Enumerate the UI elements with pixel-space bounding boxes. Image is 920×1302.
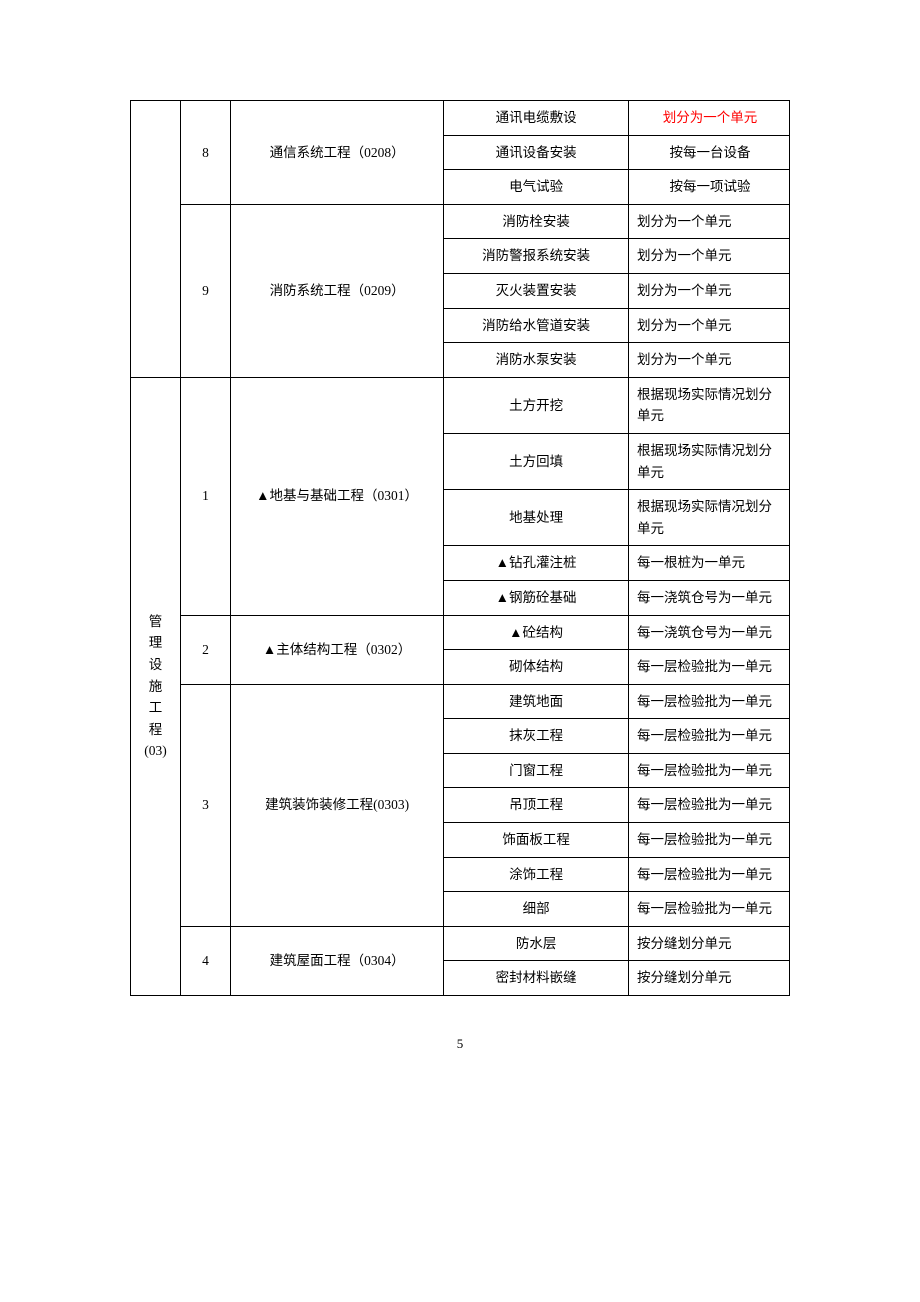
document-page: 8通信系统工程（0208）通讯电缆敷设划分为一个单元通讯设备安装按每一台设备电气… <box>0 0 920 1302</box>
note-cell: 划分为一个单元 <box>629 239 790 274</box>
section-name-cell: 建筑屋面工程（0304） <box>231 926 444 995</box>
note-cell: 每一层检验批为一单元 <box>629 857 790 892</box>
note-cell: 每一浇筑仓号为一单元 <box>629 615 790 650</box>
note-cell: 根据现场实际情况划分单元 <box>629 490 790 546</box>
note-cell: 根据现场实际情况划分单元 <box>629 433 790 489</box>
item-cell: ▲钻孔灌注桩 <box>444 546 629 581</box>
section-number-cell: 3 <box>181 684 231 926</box>
note-cell: 每一层检验批为一单元 <box>629 788 790 823</box>
note-cell: 按每一项试验 <box>629 170 790 205</box>
item-cell: 消防栓安装 <box>444 204 629 239</box>
note-cell: 每一层检验批为一单元 <box>629 719 790 754</box>
note-cell: 每一层检验批为一单元 <box>629 753 790 788</box>
item-cell: 地基处理 <box>444 490 629 546</box>
section-number-cell: 8 <box>181 101 231 205</box>
item-cell: 密封材料嵌缝 <box>444 961 629 996</box>
category-cell <box>131 101 181 378</box>
section-number-cell: 9 <box>181 204 231 377</box>
item-cell: ▲钢筋砼基础 <box>444 580 629 615</box>
item-cell: 涂饰工程 <box>444 857 629 892</box>
item-cell: 吊顶工程 <box>444 788 629 823</box>
item-cell: 土方回填 <box>444 433 629 489</box>
category-cell: 管理设施工程(03) <box>131 377 181 995</box>
note-cell: 按每一台设备 <box>629 135 790 170</box>
note-cell: 划分为一个单元 <box>629 101 790 136</box>
table-row: 管理设施工程(03)1▲地基与基础工程（0301）土方开挖根据现场实际情况划分单… <box>131 377 790 433</box>
item-cell: 灭火装置安装 <box>444 273 629 308</box>
section-name-cell: ▲主体结构工程（0302） <box>231 615 444 684</box>
note-cell: 按分缝划分单元 <box>629 926 790 961</box>
section-number-cell: 1 <box>181 377 231 615</box>
item-cell: 细部 <box>444 892 629 927</box>
table-body: 8通信系统工程（0208）通讯电缆敷设划分为一个单元通讯设备安装按每一台设备电气… <box>131 101 790 996</box>
item-cell: 土方开挖 <box>444 377 629 433</box>
note-cell: 每一浇筑仓号为一单元 <box>629 580 790 615</box>
table-row: 4建筑屋面工程（0304）防水层按分缝划分单元 <box>131 926 790 961</box>
item-cell: 电气试验 <box>444 170 629 205</box>
section-name-cell: 通信系统工程（0208） <box>231 101 444 205</box>
note-cell: 每一层检验批为一单元 <box>629 650 790 685</box>
page-number: 5 <box>130 1036 790 1052</box>
table-row: 2▲主体结构工程（0302）▲砼结构每一浇筑仓号为一单元 <box>131 615 790 650</box>
note-cell: 每一层检验批为一单元 <box>629 823 790 858</box>
section-name-cell: 建筑装饰装修工程(0303) <box>231 684 444 926</box>
item-cell: 通讯设备安装 <box>444 135 629 170</box>
note-cell: 按分缝划分单元 <box>629 961 790 996</box>
item-cell: ▲砼结构 <box>444 615 629 650</box>
section-name-cell: 消防系统工程（0209） <box>231 204 444 377</box>
note-cell: 划分为一个单元 <box>629 343 790 378</box>
item-cell: 消防警报系统安装 <box>444 239 629 274</box>
note-cell: 划分为一个单元 <box>629 204 790 239</box>
note-cell: 划分为一个单元 <box>629 308 790 343</box>
note-cell: 每一层检验批为一单元 <box>629 892 790 927</box>
item-cell: 建筑地面 <box>444 684 629 719</box>
engineering-classification-table: 8通信系统工程（0208）通讯电缆敷设划分为一个单元通讯设备安装按每一台设备电气… <box>130 100 790 996</box>
note-cell: 每一根桩为一单元 <box>629 546 790 581</box>
item-cell: 防水层 <box>444 926 629 961</box>
item-cell: 门窗工程 <box>444 753 629 788</box>
section-number-cell: 2 <box>181 615 231 684</box>
item-cell: 通讯电缆敷设 <box>444 101 629 136</box>
table-row: 9消防系统工程（0209）消防栓安装划分为一个单元 <box>131 204 790 239</box>
item-cell: 抹灰工程 <box>444 719 629 754</box>
note-cell: 划分为一个单元 <box>629 273 790 308</box>
item-cell: 饰面板工程 <box>444 823 629 858</box>
item-cell: 消防给水管道安装 <box>444 308 629 343</box>
note-cell: 根据现场实际情况划分单元 <box>629 377 790 433</box>
section-number-cell: 4 <box>181 926 231 995</box>
table-row: 8通信系统工程（0208）通讯电缆敷设划分为一个单元 <box>131 101 790 136</box>
section-name-cell: ▲地基与基础工程（0301） <box>231 377 444 615</box>
table-row: 3建筑装饰装修工程(0303)建筑地面每一层检验批为一单元 <box>131 684 790 719</box>
note-cell: 每一层检验批为一单元 <box>629 684 790 719</box>
item-cell: 消防水泵安装 <box>444 343 629 378</box>
item-cell: 砌体结构 <box>444 650 629 685</box>
